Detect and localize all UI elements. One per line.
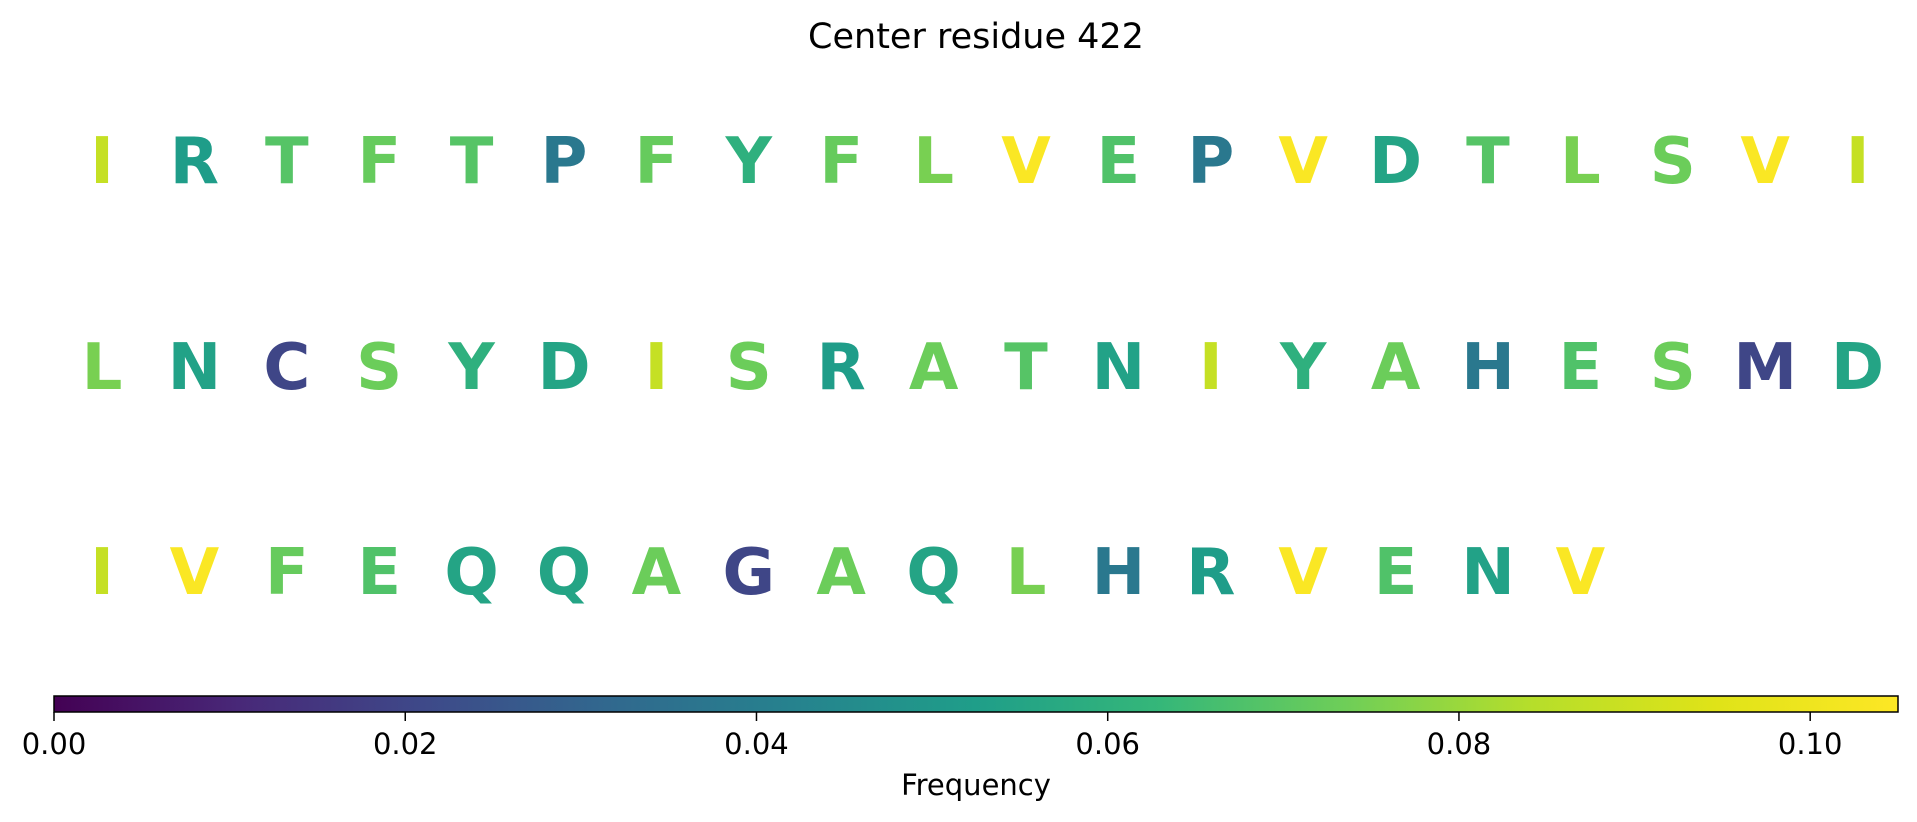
residue-letter: R (170, 125, 219, 199)
residue-letter: F (819, 125, 863, 199)
residue-letter: F (357, 125, 401, 199)
residue-letter: L (82, 331, 123, 405)
residue-letter: N (168, 331, 222, 405)
residue-letter: D (537, 331, 590, 405)
residue-grid: I R T F T P F Y F L V E P V D T L S V IL N C S Y D I S R A T N I Y A H E S M D… (82, 125, 1885, 610)
residue-letter: V (1556, 536, 1606, 610)
residue-letter: D (1831, 331, 1884, 405)
residue-letter: A (1371, 331, 1421, 405)
residue-letter: V (1001, 125, 1051, 199)
residue-letter: S (356, 331, 402, 405)
residue-letter: P (541, 125, 588, 199)
colorbar-ticks: 0.00 0.02 0.04 0.06 0.08 0.10 (22, 712, 1843, 761)
residue-letter: F (635, 125, 679, 199)
residue-letter: V (1278, 125, 1328, 199)
residue-letter: L (913, 125, 954, 199)
residue-letter: S (1650, 331, 1696, 405)
residue-letter: S (1650, 125, 1696, 199)
residue-letter: V (1740, 125, 1790, 199)
residue-letter: A (909, 331, 959, 405)
residue-letter: A (816, 536, 866, 610)
residue-letter: Q (444, 536, 498, 610)
residue-letter: T (1466, 125, 1510, 199)
colorbar-tick-label: 0.10 (1778, 727, 1843, 761)
residue-letter: F (265, 536, 309, 610)
residue-letter: T (265, 125, 309, 199)
residue-letter: H (1461, 331, 1515, 405)
residue-letter: R (817, 331, 866, 405)
residue-letter: I (90, 125, 114, 199)
residue-letter: T (1004, 331, 1048, 405)
colorbar-tick-label: 0.02 (373, 727, 438, 761)
residue-letter: M (1733, 331, 1797, 405)
residue-letter: I (1846, 125, 1870, 199)
residue-letter: L (1006, 536, 1047, 610)
residue-letter: V (170, 536, 220, 610)
residue-letter: I (90, 536, 114, 610)
colorbar-gradient (53, 695, 1899, 713)
residue-letter: R (1186, 536, 1235, 610)
residue-letter: S (726, 331, 772, 405)
colorbar-tick-label: 0.06 (1075, 727, 1140, 761)
residue-letter: Q (906, 536, 960, 610)
residue-letter: I (644, 331, 668, 405)
colorbar-tick-label: 0.00 (22, 727, 87, 761)
residue-letter: Y (447, 331, 495, 405)
residue-letter: L (1560, 125, 1601, 199)
residue-letter: V (1278, 536, 1328, 610)
colorbar-tick-label: 0.04 (724, 727, 789, 761)
colorbar-label: Frequency (901, 768, 1051, 802)
chart-title: Center residue 422 (808, 17, 1144, 57)
residue-letter: N (1461, 536, 1515, 610)
residue-letter: D (1369, 125, 1422, 199)
residue-letter: Q (537, 536, 591, 610)
residue-letter: P (1187, 125, 1234, 199)
colorbar-tick-label: 0.08 (1427, 727, 1492, 761)
residue-letter: G (723, 536, 776, 610)
residue-letter: Y (1279, 331, 1327, 405)
residue-letter: E (1559, 331, 1603, 405)
residue-letter: E (357, 536, 401, 610)
residue-letter: E (1374, 536, 1418, 610)
residue-letter: C (263, 331, 310, 405)
colorbar: 0.00 0.02 0.04 0.06 0.08 0.10 Frequency (22, 695, 1899, 802)
residue-letter: E (1097, 125, 1141, 199)
residue-letter: A (632, 536, 682, 610)
residue-letter: I (1199, 331, 1223, 405)
residue-letter: T (450, 125, 494, 199)
residue-letter: Y (725, 125, 773, 199)
residue-letter: H (1092, 536, 1146, 610)
residue-letter: N (1092, 331, 1146, 405)
